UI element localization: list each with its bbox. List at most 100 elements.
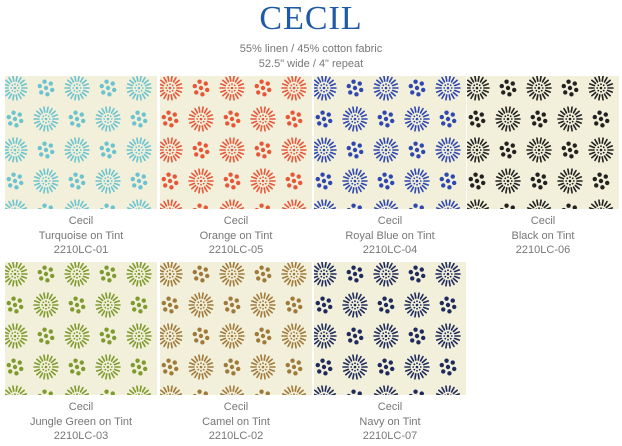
motif [438,203,444,209]
motif [262,121,264,124]
motif [167,385,170,392]
swatch-image[interactable] [314,76,466,209]
motif [17,155,22,162]
motif [387,208,390,209]
motif [345,172,351,178]
motif [203,180,206,182]
motif [352,271,358,277]
motif [353,179,357,183]
motif [81,304,86,310]
motif [321,137,324,144]
motif [314,207,318,209]
motif [163,138,168,145]
swatch-card[interactable]: Cecil Royal Blue on Tint 2210LC-04 [314,76,466,258]
motif [228,275,231,278]
motif [36,172,42,178]
motif [293,269,295,272]
motif [165,87,168,89]
swatch-colorway: Orange on Tint [199,229,273,242]
motif [12,302,18,308]
motif [48,329,53,334]
motif [136,364,142,370]
motif [448,262,451,268]
motif [504,177,507,180]
motif [382,84,385,87]
motif [42,115,45,118]
motif [329,151,337,155]
motif [481,79,487,85]
swatch-card[interactable]: Cecil Orange on Tint 2210LC-05 [160,76,312,258]
swatch-image[interactable] [314,262,466,395]
motif [73,151,76,154]
motif [287,183,292,188]
motif [50,370,56,376]
motif [388,341,393,348]
swatch-image[interactable] [467,76,619,209]
motif [260,333,266,339]
motif [48,107,53,114]
swatch-card[interactable]: Cecil Jungle Green on Tint 2210LC-03 [5,262,157,444]
motif [414,187,417,194]
motif [72,273,75,275]
motif [48,293,53,300]
motif [530,114,535,120]
motif [19,91,25,97]
motif [325,146,328,149]
motif [43,125,46,132]
motif [234,87,237,89]
motif [225,279,230,286]
swatch-image[interactable] [160,262,312,395]
swatch-card[interactable]: Cecil Black on Tint 2210LC-06 [467,76,619,258]
motif [48,81,53,86]
motif [232,199,235,206]
motif [113,368,121,372]
motif [194,310,199,317]
motif [414,311,417,318]
swatch-image[interactable] [160,76,312,209]
motif [138,338,140,341]
swatch-name: Cecil [530,215,556,227]
motif [321,280,324,287]
swatch-name: Cecil [68,401,94,413]
motif [373,89,381,93]
motif [321,178,327,184]
motif [11,84,14,87]
swatch-card[interactable]: Cecil Camel on Tint 2210LC-02 [160,262,312,444]
motif [234,112,239,117]
motif [417,354,420,361]
motif [541,155,546,162]
motif [281,145,289,149]
motif [287,155,292,162]
motif [43,106,46,113]
motif [205,87,210,93]
motif [166,394,169,395]
swatch-card[interactable]: Cecil Navy on Tint 2210LC-07 [314,262,466,444]
motif [11,110,16,115]
motif [292,334,296,338]
motif [166,358,171,363]
motif [298,304,303,310]
motif [474,116,480,122]
motif [223,114,228,120]
motif [467,151,472,155]
motif [70,341,75,348]
motif [357,186,362,193]
motif [237,83,245,87]
motif [143,339,149,345]
motif [373,151,381,155]
swatch-image[interactable] [5,262,157,395]
motif [203,355,208,362]
motif [141,149,144,151]
motif [320,89,323,92]
motif [441,76,446,83]
motif [441,341,446,348]
motif [135,296,140,301]
swatch-card[interactable]: Cecil Turquoise on Tint 2210LC-01 [5,76,157,258]
motif [326,262,331,269]
motif [574,122,580,128]
swatch-image[interactable] [5,76,157,209]
motif [290,146,293,149]
motif [510,107,515,114]
motif [474,137,477,144]
motif [383,156,386,163]
